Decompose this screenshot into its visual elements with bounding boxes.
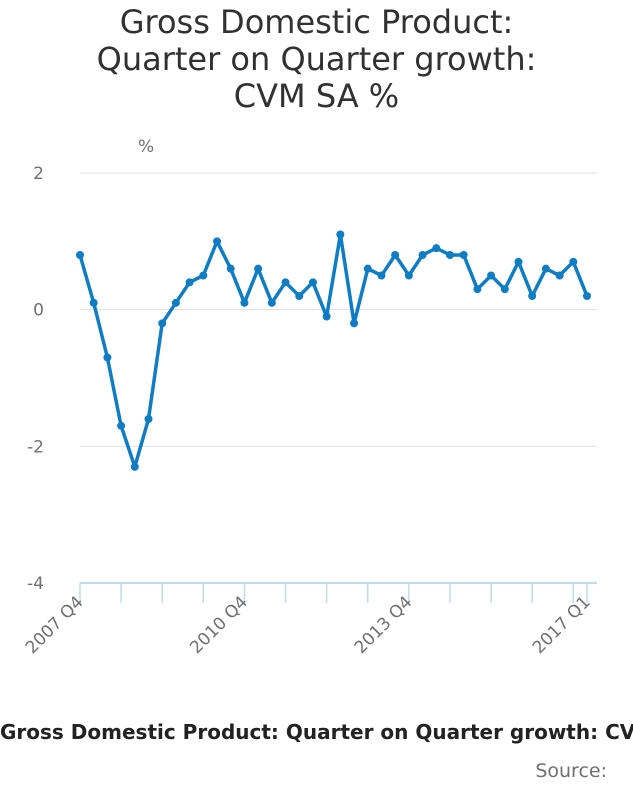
- x-tick-label: 2013 Q4: [351, 592, 417, 658]
- data-point[interactable]: [569, 257, 578, 266]
- data-point[interactable]: [171, 298, 180, 307]
- series-legend-label: Gross Domestic Product: Quarter on Quart…: [0, 720, 633, 744]
- data-point[interactable]: [363, 264, 372, 273]
- y-tick-label-0: 0: [33, 301, 44, 321]
- y-axis-unit-label: %: [138, 137, 154, 157]
- data-point[interactable]: [103, 353, 112, 362]
- data-point[interactable]: [240, 298, 249, 307]
- data-point[interactable]: [322, 312, 331, 321]
- data-point[interactable]: [404, 271, 413, 280]
- x-axis-labels: 2007 Q4 2010 Q4 2013 Q4 2017 Q1: [22, 592, 595, 658]
- data-point[interactable]: [130, 462, 139, 471]
- data-point[interactable]: [445, 251, 454, 259]
- x-tick-label: 2010 Q4: [186, 592, 252, 658]
- y-tick-label--2: -2: [27, 437, 44, 457]
- data-point[interactable]: [199, 271, 208, 280]
- data-point[interactable]: [583, 292, 591, 300]
- data-point[interactable]: [500, 285, 509, 294]
- data-point[interactable]: [117, 421, 126, 430]
- data-point[interactable]: [213, 237, 222, 246]
- data-point[interactable]: [487, 271, 496, 280]
- y-tick-label--4: -4: [27, 574, 44, 594]
- data-point[interactable]: [473, 285, 482, 294]
- series-legend[interactable]: Gross Domestic Product: Quarter on Quart…: [0, 720, 633, 750]
- data-point[interactable]: [377, 271, 386, 280]
- data-point[interactable]: [267, 298, 276, 307]
- data-point[interactable]: [391, 251, 400, 259]
- series-gdp-growth[interactable]: [76, 230, 591, 471]
- data-point[interactable]: [528, 292, 537, 300]
- data-point[interactable]: [336, 230, 345, 239]
- data-point[interactable]: [89, 298, 98, 307]
- chart-title: Gross Domestic Product: Quarter on Quart…: [0, 4, 633, 115]
- data-point[interactable]: [350, 319, 359, 328]
- data-point[interactable]: [226, 264, 235, 273]
- x-tick-label: 2007 Q4: [22, 592, 88, 658]
- data-point[interactable]: [144, 415, 153, 423]
- data-point[interactable]: [418, 251, 427, 259]
- source-label: Source:: [535, 760, 607, 782]
- y-axis-labels: 2 0 -2 -4: [27, 164, 44, 594]
- data-point[interactable]: [185, 278, 194, 287]
- data-point[interactable]: [158, 319, 167, 328]
- chart-title-line-1: Gross Domestic Product:: [119, 3, 514, 41]
- data-point[interactable]: [308, 278, 317, 287]
- data-point[interactable]: [555, 271, 564, 280]
- data-point[interactable]: [432, 244, 441, 253]
- series-line: [78, 232, 589, 469]
- chart-title-line-2: Quarter on Quarter growth:: [96, 40, 537, 78]
- data-point[interactable]: [295, 292, 304, 300]
- data-point[interactable]: [281, 278, 290, 287]
- data-point[interactable]: [76, 251, 84, 259]
- grid-lines: [80, 172, 597, 447]
- data-point[interactable]: [459, 251, 468, 259]
- y-tick-label-2: 2: [33, 164, 44, 184]
- data-point[interactable]: [541, 264, 550, 273]
- data-point[interactable]: [254, 264, 263, 273]
- data-point[interactable]: [514, 257, 523, 266]
- x-tick-label: 2017 Q1: [529, 592, 595, 658]
- chart-title-line-3: CVM SA %: [233, 77, 400, 115]
- x-axis: [79, 582, 597, 603]
